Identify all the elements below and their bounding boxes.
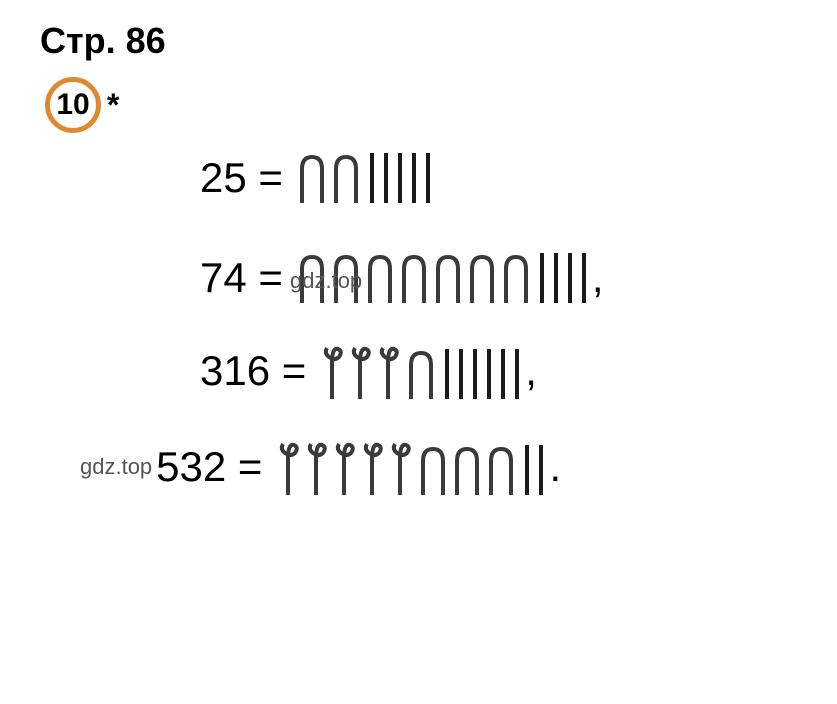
one-tally-icon — [515, 349, 519, 399]
numeral-symbols — [298, 153, 432, 203]
hundred-spiral-icon — [349, 343, 371, 399]
hundreds-group — [277, 439, 411, 495]
ten-arch-icon — [434, 253, 462, 303]
equation-label: 532 = — [156, 443, 262, 491]
ten-arch-icon — [468, 253, 496, 303]
equations-container: 25 =74 =,316 =,gdz.top532 =. — [40, 153, 797, 495]
hundred-spiral-icon — [277, 439, 299, 495]
ten-arch-icon — [487, 445, 515, 495]
hundred-spiral-icon — [361, 439, 383, 495]
equation-label: 316 = — [200, 347, 306, 395]
numeral-symbols — [277, 439, 545, 495]
one-tally-icon — [445, 349, 449, 399]
hundred-spiral-icon — [321, 343, 343, 399]
tens-group — [407, 349, 435, 399]
one-tally-icon — [568, 253, 572, 303]
one-tally-icon — [473, 349, 477, 399]
hundreds-group — [321, 343, 399, 399]
watermark-prefix: gdz.top — [80, 454, 152, 480]
one-tally-icon — [459, 349, 463, 399]
ten-arch-icon — [453, 445, 481, 495]
tens-group — [419, 445, 515, 495]
ten-arch-icon — [419, 445, 447, 495]
numeral-symbols — [321, 343, 521, 399]
one-tally-icon — [398, 153, 402, 203]
one-tally-icon — [487, 349, 491, 399]
one-tally-icon — [582, 253, 586, 303]
ones-group — [538, 253, 588, 303]
ones-group — [368, 153, 432, 203]
one-tally-icon — [501, 349, 505, 399]
problem-number-circle: 10 — [45, 77, 101, 133]
one-tally-icon — [539, 445, 543, 495]
trailing-punctuation: , — [525, 347, 537, 395]
hundred-spiral-icon — [389, 439, 411, 495]
problem-number: 10 — [56, 88, 89, 122]
one-tally-icon — [426, 153, 430, 203]
page-header: Стр. 86 — [40, 20, 797, 62]
one-tally-icon — [412, 153, 416, 203]
trailing-punctuation: , — [592, 254, 604, 302]
ten-arch-icon — [366, 253, 394, 303]
tens-group — [298, 153, 360, 203]
ones-group — [523, 445, 545, 495]
hundred-spiral-icon — [333, 439, 355, 495]
one-tally-icon — [554, 253, 558, 303]
trailing-punctuation: . — [549, 443, 561, 491]
one-tally-icon — [540, 253, 544, 303]
equation-row: gdz.top532 =. — [80, 439, 797, 495]
ten-arch-icon — [502, 253, 530, 303]
equation-label: 74 = — [200, 254, 283, 302]
hundred-spiral-icon — [305, 439, 327, 495]
ones-group — [443, 349, 521, 399]
ten-arch-icon — [407, 349, 435, 399]
asterisk: * — [107, 87, 119, 124]
equation-row: 316 =, — [200, 343, 797, 399]
ten-arch-icon — [298, 153, 326, 203]
one-tally-icon — [370, 153, 374, 203]
one-tally-icon — [384, 153, 388, 203]
equation-row: 25 = — [200, 153, 797, 203]
ten-arch-icon — [400, 253, 428, 303]
equation-label: 25 = — [200, 154, 283, 202]
one-tally-icon — [525, 445, 529, 495]
watermark: gdz.top — [290, 268, 362, 294]
ten-arch-icon — [332, 153, 360, 203]
problem-number-row: 10 * — [45, 77, 797, 133]
hundred-spiral-icon — [377, 343, 399, 399]
